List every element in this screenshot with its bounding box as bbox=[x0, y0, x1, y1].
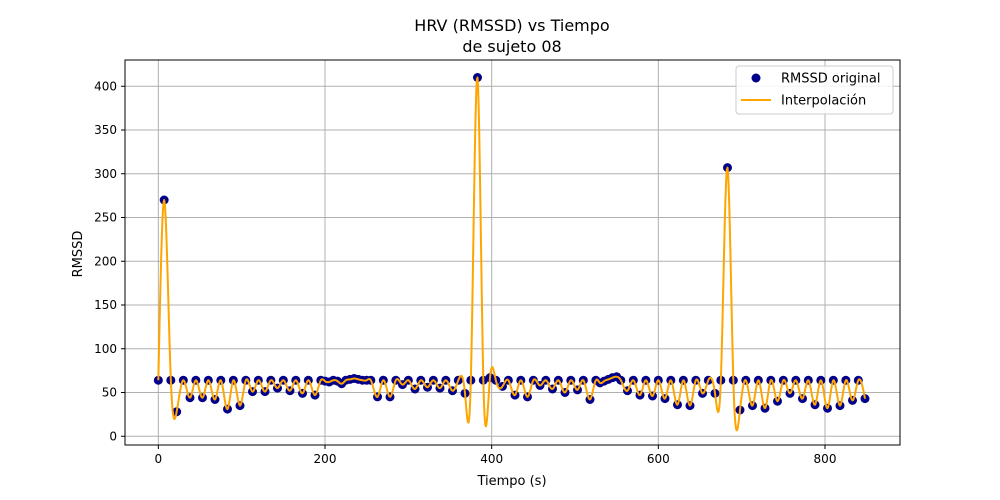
grid-lines bbox=[125, 60, 900, 445]
x-axis: 0 200 400 600 800 bbox=[155, 445, 837, 466]
y-axis: 0 50 100 150 200 250 300 350 400 bbox=[94, 79, 125, 443]
y-axis-label: RMSSD bbox=[71, 231, 86, 278]
plot-content bbox=[153, 73, 870, 432]
x-axis-label: Tiempo (s) bbox=[476, 474, 546, 489]
legend-marker-rmssd-original bbox=[751, 73, 761, 83]
y-tick-label: 250 bbox=[94, 211, 117, 225]
y-tick-label: 150 bbox=[94, 298, 117, 312]
plot-frame bbox=[124, 59, 901, 446]
y-tick-label: 50 bbox=[102, 386, 117, 400]
chart-title-line-2: de sujeto 08 bbox=[462, 37, 561, 56]
x-tick-label: 400 bbox=[480, 452, 503, 466]
legend-label-interpolacion: Interpolación bbox=[781, 94, 866, 109]
y-tick-label: 300 bbox=[94, 167, 117, 181]
interpolation-line bbox=[157, 76, 866, 432]
y-tick-label: 350 bbox=[94, 123, 117, 137]
x-tick-label: 800 bbox=[814, 452, 837, 466]
y-tick-label: 100 bbox=[94, 342, 117, 356]
chart-title-line-1: HRV (RMSSD) vs Tiempo bbox=[414, 16, 609, 35]
y-tick-label: 400 bbox=[94, 79, 117, 93]
legend-box bbox=[735, 65, 894, 115]
x-tick-label: 200 bbox=[314, 452, 337, 466]
y-tick-label: 200 bbox=[94, 254, 117, 268]
y-tick-label: 0 bbox=[109, 429, 117, 443]
x-tick-label: 0 bbox=[155, 452, 163, 466]
legend: RMSSD original Interpolación bbox=[735, 65, 894, 115]
legend-label-rmssd-original: RMSSD original bbox=[781, 72, 881, 87]
x-tick-label: 600 bbox=[647, 452, 670, 466]
